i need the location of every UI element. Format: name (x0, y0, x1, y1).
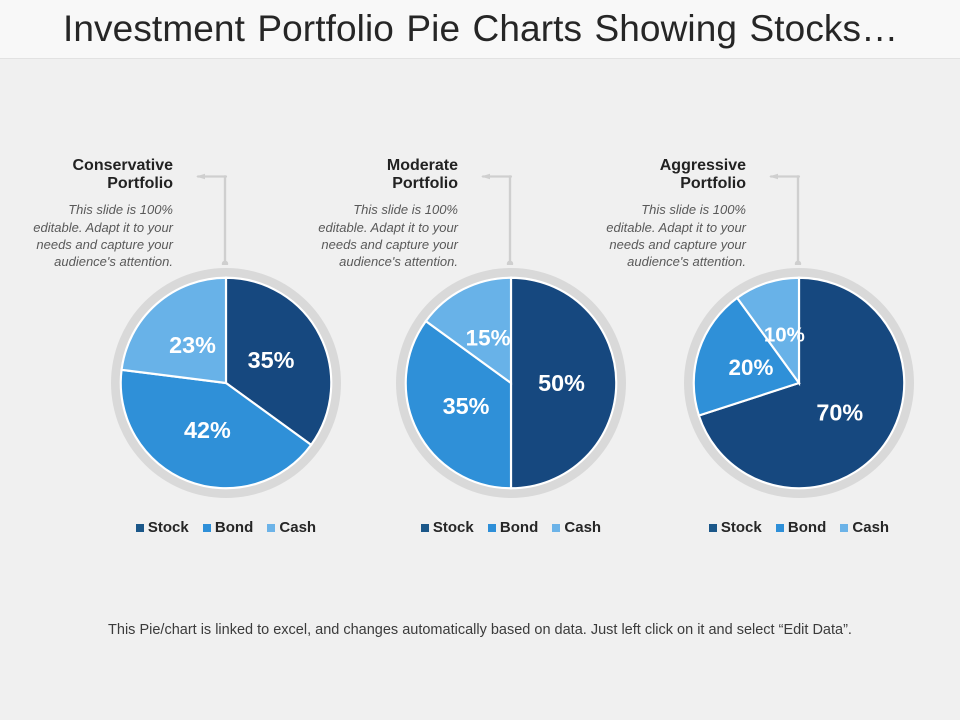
svg-text:42%: 42% (184, 417, 231, 443)
svg-text:70%: 70% (816, 400, 863, 426)
svg-text:20%: 20% (729, 355, 774, 380)
svg-text:10%: 10% (764, 323, 805, 346)
svg-text:15%: 15% (466, 325, 511, 350)
svg-text:35%: 35% (443, 393, 490, 419)
svg-text:23%: 23% (169, 332, 216, 358)
